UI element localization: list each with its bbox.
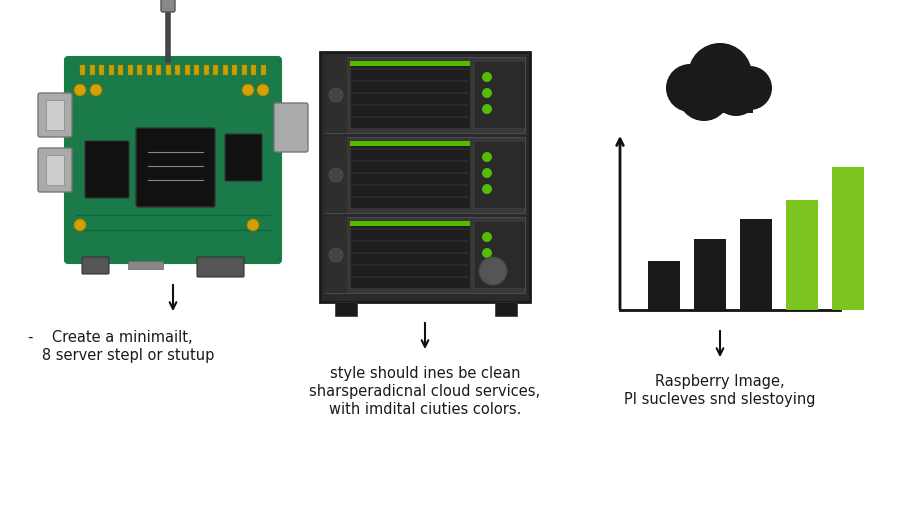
Bar [350,142,470,208]
Circle shape [678,69,730,121]
Bar [325,57,347,133]
Bar [350,62,470,128]
Bar [350,61,470,66]
Bar [325,137,347,213]
Bar [128,65,132,75]
Bar [694,238,726,310]
Bar [648,262,680,310]
Bar [184,65,190,75]
Bar [213,65,218,75]
FancyBboxPatch shape [82,257,109,274]
Bar [325,57,525,133]
Bar [109,65,113,75]
Circle shape [479,257,507,285]
FancyBboxPatch shape [65,57,281,263]
Text: Raspberry Image,: Raspberry Image, [655,374,785,389]
Circle shape [482,184,492,194]
Bar [203,65,209,75]
FancyBboxPatch shape [38,148,72,192]
Bar [118,65,123,75]
Bar [495,302,517,316]
Circle shape [329,248,343,262]
Text: -    Create a minimailt,: - Create a minimailt, [28,330,193,345]
FancyBboxPatch shape [136,128,215,207]
Bar [335,302,357,316]
Bar [475,62,525,128]
Bar [325,137,525,213]
Circle shape [482,168,492,178]
Circle shape [712,68,760,116]
Bar [99,65,104,75]
Circle shape [257,84,269,96]
Bar [475,222,525,288]
Bar [260,65,265,75]
Bar [128,261,163,269]
Circle shape [482,88,492,98]
Bar [241,65,247,75]
FancyBboxPatch shape [85,141,129,198]
Circle shape [688,43,752,107]
Text: PI sucleves snd slestoying: PI sucleves snd slestoying [625,392,815,407]
Bar [740,219,772,310]
Text: with imdital ciuties colors.: with imdital ciuties colors. [328,402,521,417]
Circle shape [329,168,343,182]
Circle shape [482,72,492,82]
FancyBboxPatch shape [161,0,175,12]
Circle shape [329,88,343,102]
Bar [166,65,170,75]
Bar [350,221,470,226]
Bar [194,65,199,75]
Text: 8 server stepl or stutup: 8 server stepl or stutup [28,348,214,363]
Bar [786,200,818,310]
FancyBboxPatch shape [274,103,308,152]
Bar [80,65,85,75]
Circle shape [482,232,492,242]
Bar [175,65,180,75]
Bar [147,65,151,75]
Bar [350,141,470,146]
Circle shape [242,84,254,96]
Bar [325,217,347,293]
Bar [832,168,864,310]
Circle shape [90,84,102,96]
Bar [475,142,525,208]
Circle shape [482,248,492,258]
Circle shape [666,64,714,112]
Bar [688,88,753,113]
Bar [350,222,470,288]
Circle shape [74,219,86,231]
Text: sharsperadicnal cloud services,: sharsperadicnal cloud services, [310,384,541,399]
Circle shape [728,66,772,110]
FancyBboxPatch shape [197,257,244,277]
FancyBboxPatch shape [38,93,72,137]
Circle shape [482,104,492,114]
Text: style should ines be clean: style should ines be clean [329,366,520,381]
Bar [156,65,161,75]
FancyBboxPatch shape [225,134,262,181]
Bar [222,65,228,75]
Bar [325,217,525,293]
Bar [46,155,64,185]
Bar [251,65,256,75]
Circle shape [74,84,86,96]
Bar [46,100,64,130]
Circle shape [247,219,259,231]
Bar [89,65,94,75]
Circle shape [482,152,492,162]
Bar [320,52,530,302]
Bar [232,65,237,75]
Bar [137,65,142,75]
